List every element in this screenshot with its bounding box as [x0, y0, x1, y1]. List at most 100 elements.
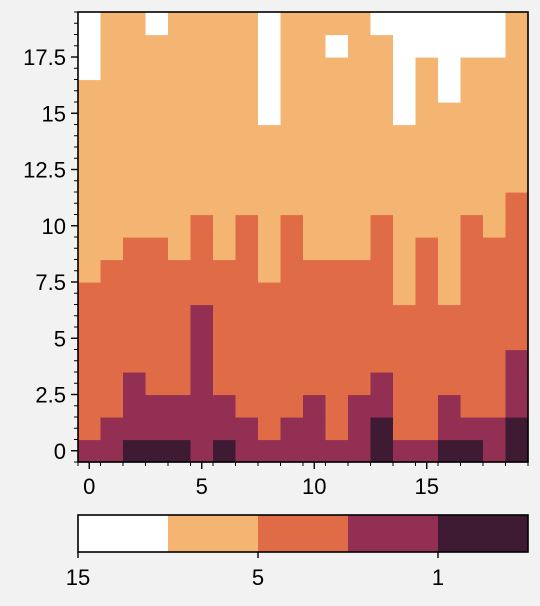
heatmap-cell	[190, 192, 214, 216]
heatmap-cell	[145, 79, 169, 103]
heatmap-cell	[393, 394, 417, 418]
heatmap-cell	[370, 439, 394, 463]
heatmap-cell	[100, 327, 124, 351]
colorbar-tick-label: 1	[432, 565, 444, 590]
heatmap-cell	[325, 169, 349, 193]
heatmap-cell	[393, 147, 417, 171]
heatmap-cell	[415, 192, 439, 216]
heatmap-cell	[303, 394, 327, 418]
heatmap-cell	[123, 57, 147, 81]
heatmap-cell	[280, 169, 304, 193]
heatmap-cell	[258, 214, 282, 238]
heatmap-cell	[258, 327, 282, 351]
heatmap-cell	[438, 349, 462, 373]
heatmap-cell	[460, 34, 484, 58]
heatmap-cell	[213, 147, 237, 171]
heatmap-cell	[415, 394, 439, 418]
heatmap-cell	[415, 79, 439, 103]
heatmap-cell	[280, 237, 304, 261]
heatmap-cell	[483, 12, 507, 36]
heatmap-cell	[100, 169, 124, 193]
heatmap-cell	[145, 327, 169, 351]
heatmap-cell	[78, 169, 102, 193]
heatmap-cell	[348, 12, 372, 36]
heatmap-cell	[100, 12, 124, 36]
heatmap-cell	[483, 349, 507, 373]
heatmap-cell	[505, 282, 529, 306]
heatmap-cell	[483, 57, 507, 81]
y-tick-label: 0	[54, 439, 66, 464]
heatmap-cell	[190, 237, 214, 261]
heatmap-cell	[303, 192, 327, 216]
heatmap-cell	[168, 169, 192, 193]
heatmap-cell	[100, 304, 124, 328]
heatmap-cell	[325, 349, 349, 373]
heatmap-cell	[235, 79, 259, 103]
heatmap-cell	[303, 237, 327, 261]
heatmap-cell	[438, 259, 462, 283]
heatmap-cell	[78, 34, 102, 58]
heatmap-cell	[303, 439, 327, 463]
heatmap-cell	[483, 192, 507, 216]
heatmap-cell	[348, 192, 372, 216]
heatmap-cell	[460, 327, 484, 351]
heatmap-cell	[145, 349, 169, 373]
heatmap-cell	[348, 304, 372, 328]
heatmap-cell	[325, 12, 349, 36]
heatmap-cell	[100, 282, 124, 306]
heatmap-cell	[235, 124, 259, 148]
heatmap-cell	[123, 34, 147, 58]
heatmap-cell	[190, 147, 214, 171]
heatmap-cell	[168, 124, 192, 148]
heatmap-cell	[280, 394, 304, 418]
heatmap-cell	[258, 259, 282, 283]
heatmap-cell	[280, 214, 304, 238]
heatmap-cell	[370, 304, 394, 328]
heatmap-cell	[145, 214, 169, 238]
heatmap-cell	[100, 237, 124, 261]
heatmap-cell	[438, 439, 462, 463]
heatmap-cell	[505, 192, 529, 216]
heatmap-cell	[325, 237, 349, 261]
heatmap-cell	[280, 417, 304, 441]
heatmap-cell	[78, 417, 102, 441]
heatmap-cell	[483, 147, 507, 171]
heatmap-cell	[123, 439, 147, 463]
heatmap-cell	[303, 372, 327, 396]
heatmap-cell	[168, 192, 192, 216]
heatmap-cell	[460, 57, 484, 81]
heatmap-cell	[100, 192, 124, 216]
heatmap-cell	[415, 327, 439, 351]
heatmap-cell	[168, 237, 192, 261]
heatmap-cell	[258, 57, 282, 81]
heatmap-cell	[213, 12, 237, 36]
heatmap-cell	[235, 169, 259, 193]
heatmap-cell	[190, 124, 214, 148]
heatmap-cell	[415, 34, 439, 58]
heatmap-cell	[123, 282, 147, 306]
y-tick-label: 12.5	[23, 158, 66, 183]
heatmap-cell	[100, 417, 124, 441]
heatmap-cell	[235, 102, 259, 126]
heatmap-cell	[505, 147, 529, 171]
heatmap-cell	[505, 102, 529, 126]
heatmap-cell	[348, 79, 372, 103]
heatmap-cell	[123, 417, 147, 441]
heatmap-cell	[258, 192, 282, 216]
heatmap-cell	[123, 327, 147, 351]
y-tick-label: 7.5	[35, 270, 66, 295]
heatmap-cell	[258, 169, 282, 193]
y-tick-label: 10	[42, 214, 66, 239]
heatmap-cell	[483, 79, 507, 103]
heatmap-cell	[280, 439, 304, 463]
heatmap-cell	[190, 349, 214, 373]
colorbar-segment	[168, 515, 259, 552]
heatmap-cell	[190, 259, 214, 283]
heatmap-cell	[483, 259, 507, 283]
heatmap-cell	[213, 439, 237, 463]
heatmap-cell	[168, 34, 192, 58]
heatmap-cell	[235, 372, 259, 396]
colorbar-tick-label: 15	[66, 565, 90, 590]
heatmap-cell	[483, 124, 507, 148]
heatmap-cell	[325, 102, 349, 126]
